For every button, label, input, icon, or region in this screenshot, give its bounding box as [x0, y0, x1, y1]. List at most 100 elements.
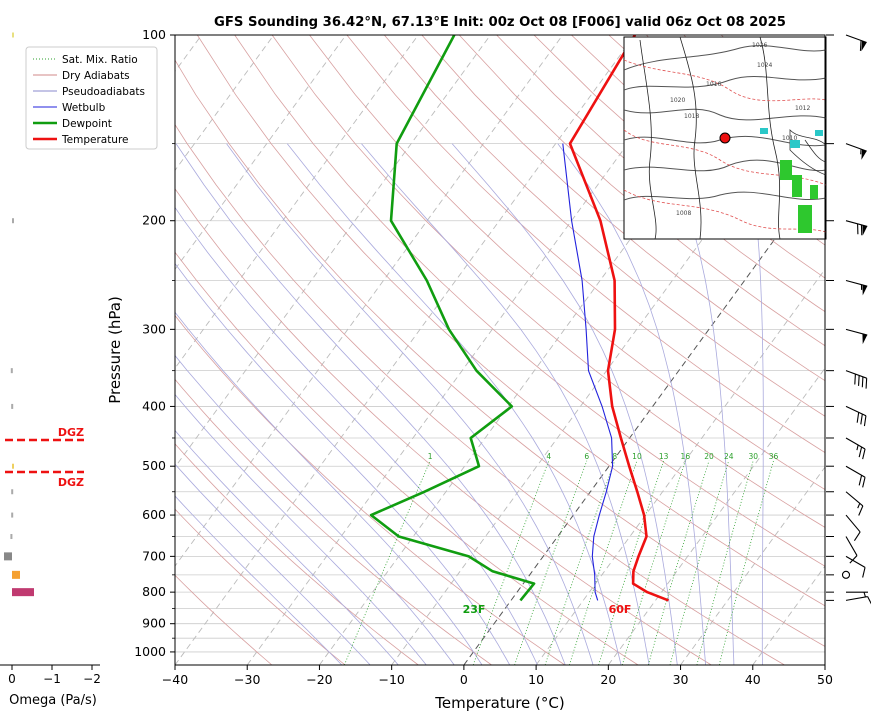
dry-adiabat-line	[496, 35, 825, 313]
axes: −40 −30 −20 −10 0 10 20 30 40 5010020030040050060…	[134, 27, 833, 687]
surface-dewpoint-label: 23F	[463, 603, 486, 616]
y-axis-label: Pressure (hPa)	[106, 296, 124, 404]
dry-adiabat-line	[175, 251, 639, 665]
x-axis-label: Temperature (°C)	[434, 694, 564, 712]
y-tick-label: 800	[142, 584, 166, 599]
station-marker	[719, 132, 731, 144]
barb-flag	[862, 448, 866, 460]
omega-bar	[12, 218, 14, 224]
pseudoadiabat-line	[175, 311, 483, 665]
barb-flag	[858, 505, 864, 516]
omega-bar	[12, 570, 20, 579]
pseudoadiabat-line	[361, 143, 650, 665]
mixing-ratio-line	[514, 460, 588, 665]
barb-staff	[845, 536, 858, 556]
chart-title: GFS Sounding 36.42°N, 67.13°E Init: 00z …	[214, 15, 786, 30]
isotherm-line	[175, 35, 564, 567]
omega-bar	[12, 588, 34, 597]
y-tick-label: 1000	[134, 644, 166, 659]
mixing-ratio-label: 10	[632, 452, 642, 461]
mixing-ratio-line	[544, 460, 616, 665]
x-tick-label: −10	[378, 672, 404, 687]
mixing-ratio-label: 1	[428, 452, 433, 461]
barb-flag	[865, 378, 868, 389]
barb-flag	[849, 555, 858, 564]
mixing-ratio-line	[718, 460, 774, 665]
barb-staff	[845, 34, 867, 44]
mixing-ratio-label: 4	[546, 452, 551, 461]
mixing-ratio-label: 20	[704, 452, 714, 461]
isobar-label: 1008	[676, 210, 691, 217]
wind-barb	[845, 514, 861, 541]
isotherm-line	[463, 169, 825, 665]
omega-panel: 0 −1 −2	[0, 32, 101, 686]
legend-label-dewpoint: Dewpoint	[62, 118, 112, 130]
dry-adiabat-line	[175, 59, 825, 647]
x-tick-label: 40	[745, 672, 761, 687]
isotherm-line	[607, 367, 825, 665]
mixing-ratio-label: 30	[748, 452, 758, 461]
isotherm-line	[175, 35, 275, 172]
omega-bar	[11, 512, 14, 518]
barb-half-flag	[860, 149, 862, 155]
pseudoadiabat-line	[661, 143, 735, 665]
isobar-label: 1024	[757, 62, 772, 69]
barb-flag	[867, 596, 871, 607]
legend-label-temperature: Temperature	[61, 134, 129, 146]
wind-barbs	[826, 34, 871, 607]
barb-staff	[845, 143, 867, 152]
inset-surface-map: 1026 1024 1020 1016 1018 1012 1010 1008	[623, 36, 827, 240]
omega-bar	[11, 489, 14, 495]
mixing-ratio-line	[569, 460, 638, 665]
barb-staff	[845, 514, 861, 533]
dry-adiabat-line	[175, 314, 566, 665]
y-tick-label: 100	[142, 27, 166, 42]
dgz-label-top: DGZ	[58, 426, 84, 439]
dgz-markers: DGZ DGZ	[5, 426, 84, 489]
wind-barb	[845, 328, 868, 345]
omega-bar	[10, 368, 13, 374]
dry-adiabat-line	[309, 35, 825, 491]
pseudoadiabat-line	[175, 393, 427, 665]
barb-flag	[854, 374, 856, 385]
wind-barb	[841, 570, 851, 579]
barb-flag	[862, 567, 866, 578]
wind-barb	[845, 437, 866, 460]
legend-label-pseudoadiabats: Pseudoadiabats	[62, 86, 145, 98]
background-lines: 1 4 6 8 10 13 16 20 24 30 36	[175, 35, 825, 665]
isobar-label: 1016	[706, 81, 721, 88]
mixing-ratio-line	[598, 460, 665, 665]
barb-pennant	[861, 149, 867, 160]
barb-flag	[858, 446, 863, 458]
pseudoadiabat-line	[451, 143, 678, 665]
x-tick-label: −30	[234, 672, 260, 687]
barb-flag	[858, 475, 863, 486]
omega-tick-label: 0	[8, 672, 16, 686]
series-dewpoint-line	[369, 35, 536, 602]
barb-flag	[860, 224, 863, 236]
barb-flag	[856, 412, 860, 423]
wind-barb	[845, 491, 864, 516]
x-tick-label: 30	[673, 672, 689, 687]
wind-barb	[845, 143, 867, 160]
x-tick-label: 10	[528, 672, 544, 687]
mixing-ratio-label: 24	[724, 452, 734, 461]
sounding-series	[369, 35, 669, 602]
barb-flag	[860, 413, 863, 425]
isotherm-line	[680, 466, 825, 665]
pseudoadiabat-line	[175, 143, 566, 665]
dry-adiabat-line	[175, 574, 273, 665]
x-tick-label: 20	[600, 672, 616, 687]
isobar-label: 1026	[752, 42, 767, 49]
dry-adiabat-line	[421, 35, 825, 382]
pseudoadiabat-line	[175, 354, 455, 665]
dry-adiabat-line	[196, 35, 825, 607]
barb-half-flag	[856, 444, 859, 451]
wind-barb	[845, 555, 866, 578]
pseudoadiabat-line	[175, 206, 538, 665]
dry-adiabat-line	[175, 123, 785, 665]
surface-temperature-label: 60F	[609, 603, 632, 616]
wind-calm-marker	[841, 570, 851, 579]
x-tick-label: 0	[460, 672, 468, 687]
y-tick-label: 400	[142, 398, 166, 413]
